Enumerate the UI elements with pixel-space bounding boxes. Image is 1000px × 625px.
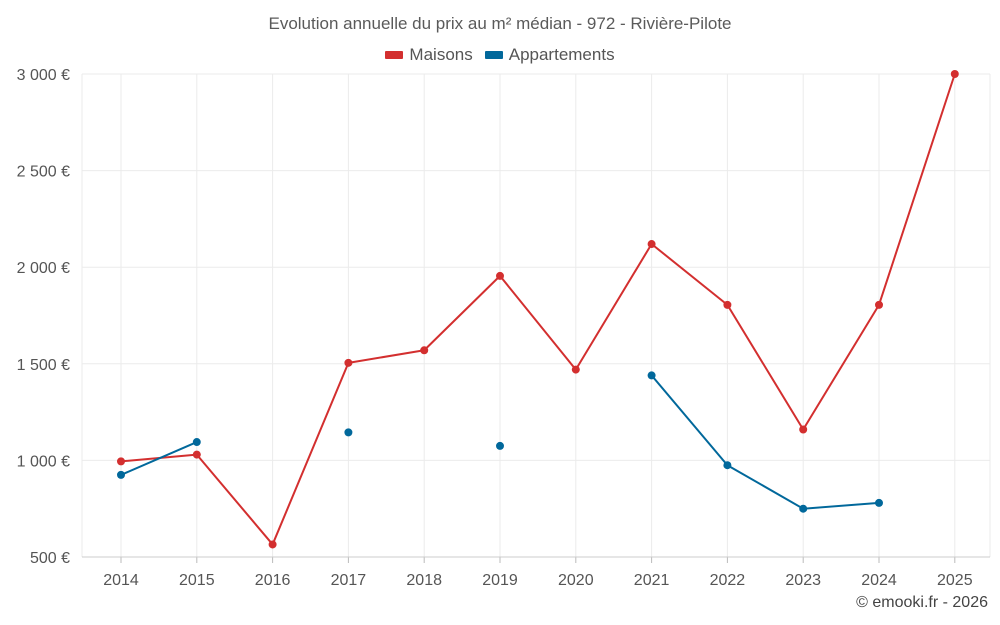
legend-item-maisons[interactable]: Maisons [385, 45, 473, 65]
x-tick-label: 2018 [406, 572, 442, 589]
series-maisons [117, 70, 959, 549]
series-line-appartements [650, 374, 880, 510]
legend-label-maisons: Maisons [409, 45, 473, 64]
series-line-maisons [120, 73, 956, 546]
legend-item-appartements[interactable]: Appartements [484, 45, 615, 65]
data-point-maisons [192, 450, 201, 459]
data-point-maisons [571, 365, 580, 374]
x-tick-label: 2017 [331, 572, 367, 589]
x-tick-label: 2016 [255, 572, 291, 589]
data-point-maisons [268, 540, 277, 549]
data-point-appartements [875, 498, 883, 507]
data-point-maisons [723, 300, 732, 309]
data-point-appartements [799, 504, 808, 513]
y-tick-label: 3 000 € [17, 67, 70, 84]
data-point-maisons [799, 425, 808, 434]
data-point-maisons [950, 70, 959, 78]
legend-label-appartements: Appartements [508, 45, 615, 64]
series-appartements [117, 371, 883, 513]
data-point-appartements [192, 438, 201, 447]
x-tick-label: 2023 [785, 572, 821, 589]
x-tick-label: 2022 [710, 572, 746, 589]
x-tick-label: 2020 [558, 572, 594, 589]
y-tick-label: 500 € [30, 550, 70, 567]
data-point-maisons [117, 457, 125, 466]
chart-title: Evolution annuelle du prix au m² médian … [268, 14, 732, 33]
data-point-maisons [647, 240, 656, 249]
data-point-maisons [344, 358, 353, 367]
series-group [117, 70, 959, 549]
series-line-appartements [120, 441, 198, 476]
x-tick-label: 2015 [179, 572, 215, 589]
legend-swatch-maisons [385, 51, 404, 59]
y-tick-label: 1 000 € [17, 453, 70, 470]
data-point-appartements [344, 428, 353, 437]
data-point-appartements [723, 461, 732, 470]
axes: 500 € 1 000 € 1 500 € 2 000 € 2 500 € 3 000 €… [17, 67, 990, 589]
x-tick-label: 2019 [482, 572, 518, 589]
x-tick-label: 2021 [634, 572, 670, 589]
data-point-maisons [875, 300, 883, 309]
grid-lines [81, 73, 991, 558]
y-tick-label: 2 500 € [17, 164, 70, 181]
data-point-appartements [647, 371, 656, 380]
x-tick-label: 2014 [103, 572, 139, 589]
data-point-maisons [420, 346, 429, 355]
y-tick-label: 1 500 € [17, 357, 70, 374]
data-point-appartements [496, 441, 504, 450]
legend-swatch-appartements [484, 51, 503, 59]
x-tick-label: 2025 [937, 572, 973, 589]
y-tick-label: 2 000 € [17, 260, 70, 277]
chart-legend: Maisons Appartements [0, 45, 1000, 65]
x-tick-label: 2024 [861, 572, 897, 589]
data-point-maisons [496, 271, 504, 280]
data-point-appartements [117, 470, 125, 479]
credit-text: © emooki.fr - 2026 [856, 594, 988, 611]
